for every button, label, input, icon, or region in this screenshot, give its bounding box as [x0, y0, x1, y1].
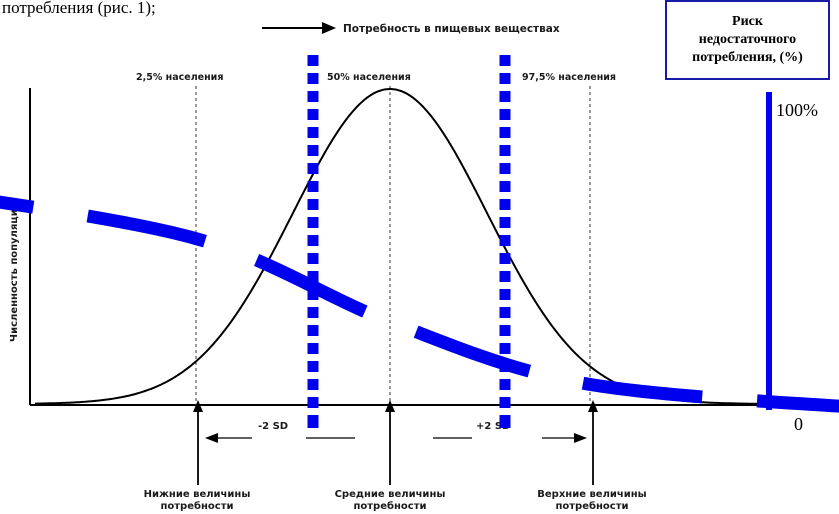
average-requirement-arrow — [385, 400, 395, 485]
percent-label-low: 2,5% населения — [136, 72, 223, 83]
risk-legend-line3: потребления, (%) — [692, 50, 803, 65]
lower-requirement-label-line2: потребности — [160, 500, 233, 512]
minus-2sd-label: -2 SD — [258, 421, 288, 432]
plus-2sd-label: +2 SD — [476, 421, 510, 432]
normal-distribution-curve — [35, 88, 769, 405]
risk-scale-top-label: 100% — [776, 100, 818, 120]
risk-of-inadequate-intake-curve — [0, 195, 839, 413]
percent-label-mid: 50% населения — [327, 72, 411, 83]
lower-requirement-arrow — [193, 400, 203, 485]
risk-legend-box: Риск недостаточного потребления, (%) — [665, 0, 830, 80]
upper-requirement-label-line2: потребности — [555, 500, 628, 512]
header-arrow-label: Потребность в пищевых веществах — [343, 23, 560, 35]
percent-label-high: 97,5% населения — [522, 72, 616, 83]
risk-legend-line2: недостаточного — [698, 32, 797, 47]
lower-requirement-label-line1: Нижние величины — [144, 489, 251, 500]
upper-requirement-arrow — [588, 400, 598, 485]
average-requirement-label-line2: потребности — [353, 500, 426, 512]
average-requirement-label-line1: Средние величины — [335, 489, 446, 500]
y-axis-label: Численность популяции — [9, 202, 20, 342]
header-arrow — [262, 22, 336, 34]
risk-scale-bottom-label: 0 — [794, 414, 803, 434]
upper-requirement-label-line1: Верхние величины — [537, 489, 646, 500]
top-caption-text: потребления (рис. 1); — [2, 0, 156, 17]
risk-legend-line1: Риск — [732, 14, 763, 29]
